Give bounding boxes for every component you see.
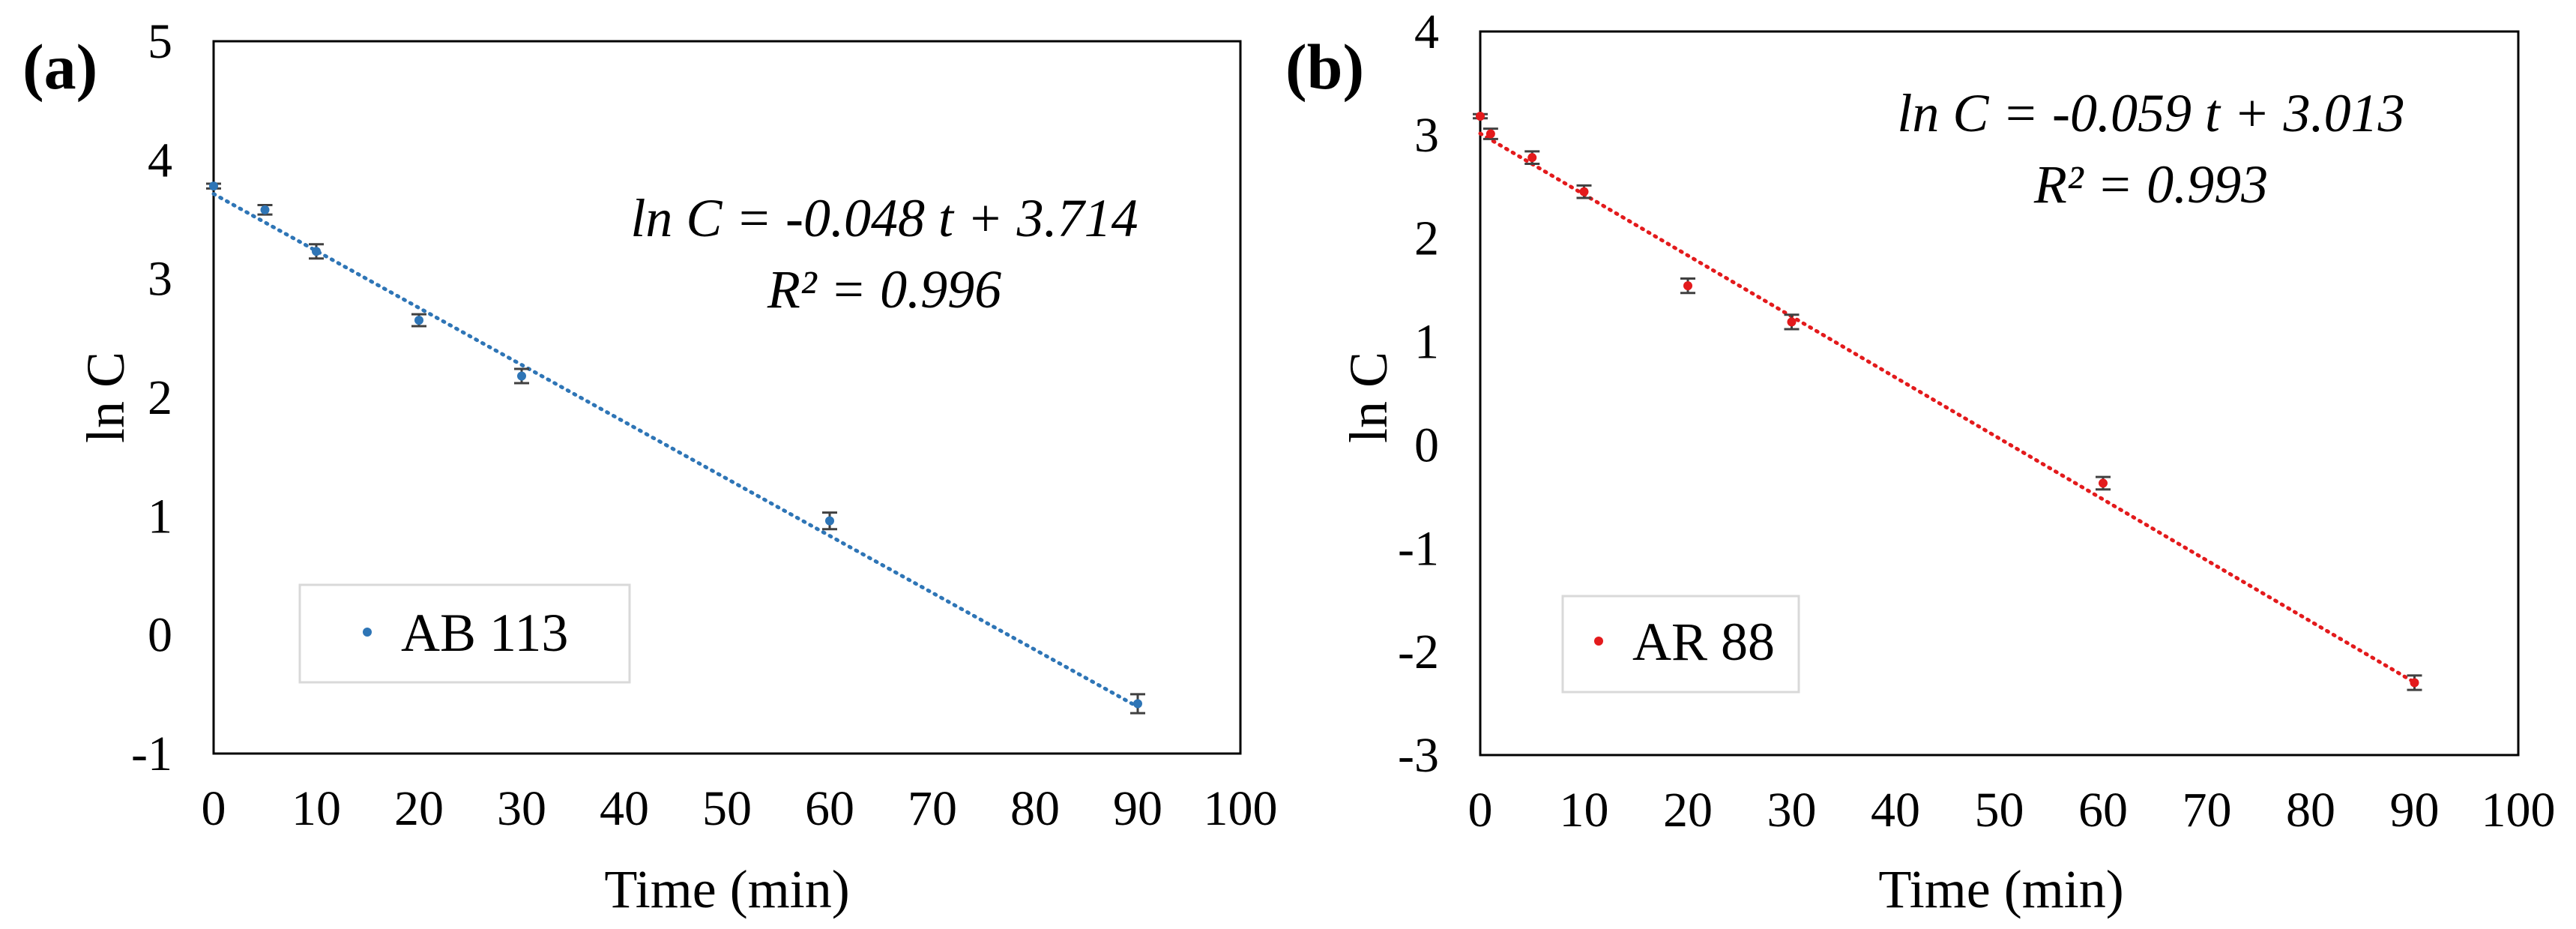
y-axis-label: ln C <box>76 352 136 443</box>
data-marker <box>2410 678 2419 688</box>
data-point <box>1524 150 1540 165</box>
data-marker <box>1485 129 1495 139</box>
data-marker <box>1579 187 1589 196</box>
data-point <box>822 511 837 531</box>
data-marker <box>1787 317 1797 327</box>
data-point <box>1130 693 1145 715</box>
y-tick-label: 0 <box>1414 418 1439 472</box>
x-tick-label: 30 <box>1767 783 1817 838</box>
y-tick-label: 1 <box>148 489 172 544</box>
y-tick-label: 2 <box>148 370 172 425</box>
data-point <box>309 243 324 260</box>
data-marker <box>209 181 218 191</box>
x-tick-label: 70 <box>908 781 957 836</box>
y-tick-label: 0 <box>148 608 172 663</box>
panel-label: (b) <box>1285 31 1364 103</box>
x-tick-label: 90 <box>1113 781 1162 836</box>
legend-marker <box>363 628 372 637</box>
x-tick-label: 10 <box>292 781 341 836</box>
y-axis-ticks: -3 -2 -1 0 1 2 3 4 <box>1398 4 1439 783</box>
data-point <box>514 367 529 385</box>
x-tick-label: 60 <box>2078 783 2128 838</box>
y-tick-label: 4 <box>1414 4 1439 59</box>
legend-label: AB 113 <box>401 603 568 663</box>
x-tick-label: 50 <box>702 781 752 836</box>
x-tick-label: 50 <box>1975 783 2024 838</box>
y-tick-label: -3 <box>1398 728 1439 783</box>
y-tick-label: 3 <box>1414 108 1439 163</box>
data-points <box>206 181 1145 715</box>
data-marker <box>825 516 834 526</box>
y-tick-label: -1 <box>1398 521 1439 576</box>
trendline-group <box>1478 131 2416 685</box>
x-axis-ticks: 0 10 20 30 40 50 60 70 80 90 100 <box>202 781 1278 836</box>
legend-box <box>298 583 631 684</box>
chart-panel-b: (b) -3 -2 -1 0 1 2 3 4 0 10 20 30 40 50 60 70 80 90 100 T… <box>1285 4 2556 919</box>
data-marker <box>1683 281 1692 291</box>
y-axis-ticks: -1 0 1 2 3 4 5 <box>131 14 172 781</box>
y-tick-label: 3 <box>148 252 172 307</box>
data-marker <box>414 316 423 325</box>
trendline <box>1478 131 2416 685</box>
y-tick-label: -1 <box>131 727 172 781</box>
data-marker <box>517 371 526 381</box>
plot-area <box>212 40 1242 755</box>
data-marker <box>1527 153 1537 163</box>
data-point <box>1784 313 1800 331</box>
data-points <box>1473 112 2422 691</box>
x-tick-label: 10 <box>1560 783 1609 838</box>
data-marker <box>1476 112 1485 121</box>
x-tick-label: 0 <box>1468 783 1493 838</box>
x-tick-label: 20 <box>1663 783 1713 838</box>
x-tick-label: 20 <box>394 781 444 836</box>
y-axis-label: ln C <box>1339 352 1399 443</box>
data-point <box>2096 475 2111 491</box>
data-marker <box>2099 478 2108 488</box>
legend-label: AR 88 <box>1632 612 1775 672</box>
legend: AR 88 <box>1561 595 1800 694</box>
y-tick-label: 2 <box>1414 211 1439 266</box>
trendline-equation: ln C = -0.048 t + 3.714 <box>630 188 1138 248</box>
x-tick-label: 90 <box>2390 783 2440 838</box>
y-tick-label: 1 <box>1414 315 1439 370</box>
x-tick-label: 40 <box>600 781 649 836</box>
x-tick-label: 0 <box>202 781 226 836</box>
x-axis-label: Time (min) <box>1878 859 2123 919</box>
x-tick-label: 70 <box>2183 783 2232 838</box>
data-marker <box>260 205 270 214</box>
data-point <box>1576 184 1592 199</box>
trendline-equation: ln C = -0.059 t + 3.013 <box>1897 83 2404 143</box>
data-marker <box>312 247 321 256</box>
data-point <box>1473 112 1488 121</box>
data-marker <box>1133 699 1142 709</box>
x-tick-label: 100 <box>1204 781 1278 836</box>
data-point <box>1680 277 1695 295</box>
y-tick-label: 5 <box>148 14 172 69</box>
data-point <box>1482 127 1498 140</box>
r-squared-label: R² = 0.993 <box>2033 154 2268 214</box>
data-point <box>257 204 273 216</box>
x-axis-ticks: 0 10 20 30 40 50 60 70 80 90 100 <box>1468 783 2556 838</box>
panel-label: (a) <box>22 31 97 103</box>
plot-area <box>1479 30 2520 757</box>
legend-marker <box>1594 637 1603 646</box>
y-tick-label: 4 <box>148 133 172 187</box>
x-tick-label: 80 <box>2286 783 2335 838</box>
r-squared-label: R² = 0.996 <box>767 259 1001 319</box>
data-point <box>411 313 426 328</box>
x-axis-label: Time (min) <box>604 859 849 919</box>
data-point <box>2407 674 2422 691</box>
x-tick-label: 60 <box>805 781 854 836</box>
data-point <box>206 181 221 191</box>
x-tick-label: 40 <box>1871 783 1920 838</box>
chart-panel-a: (a) -1 0 1 2 3 4 5 0 10 20 30 40 50 60 70 80 90 100 Time… <box>22 14 1278 919</box>
x-tick-label: 30 <box>497 781 546 836</box>
y-tick-label: -2 <box>1398 625 1439 679</box>
x-tick-label: 100 <box>2482 783 2556 838</box>
legend: AB 113 <box>298 583 631 684</box>
x-tick-label: 80 <box>1010 781 1060 836</box>
legend-box <box>1561 595 1800 694</box>
